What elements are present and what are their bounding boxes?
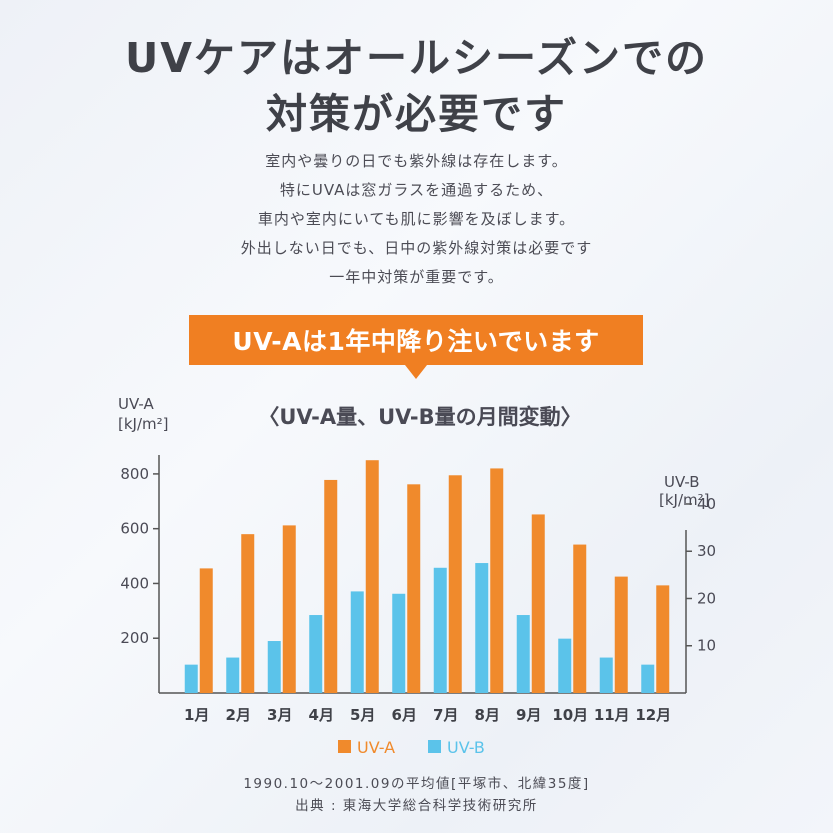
legend-label-uva: UV-A [357, 738, 395, 757]
uvb-bar [433, 567, 447, 693]
x-axis-label: 7月 [433, 706, 458, 724]
legend-swatch-uva [338, 740, 351, 753]
right-axis-unit: [kJ/m²] [659, 491, 710, 509]
uvb-bar [267, 641, 281, 693]
source-credit: 出典 : 東海大学総合科学技術研究所 [295, 798, 538, 814]
left-axis-label: UV-A [118, 395, 154, 413]
description-line: 特にUVAは窓ガラスを通過するため、 [279, 181, 554, 199]
uva-bar [490, 468, 504, 693]
chart-title: 〈UV-A量、UV-B量の月間変動〉 [258, 405, 581, 429]
uvb-bar [516, 615, 530, 693]
uva-bar [614, 576, 628, 693]
right-axis-tick-label: 20 [697, 589, 716, 607]
uvb-bar [641, 664, 655, 693]
uvb-bar [184, 664, 198, 693]
left-axis-tick-label: 400 [120, 574, 149, 592]
page-title-line2: 対策が必要です [266, 90, 567, 138]
uvb-bar [226, 657, 240, 693]
uva-bar [282, 525, 296, 693]
uvb-bar [475, 563, 489, 693]
x-axis-label: 2月 [226, 706, 251, 724]
uva-bar [448, 475, 462, 693]
x-axis-label: 9月 [516, 706, 541, 724]
x-axis-label: 6月 [392, 706, 417, 724]
uvb-bar [309, 615, 323, 693]
x-axis-label: 12月 [635, 706, 671, 724]
x-axis-label: 1月 [184, 706, 209, 724]
description-line: 車内や室内にいても肌に影響を及ぼします。 [257, 210, 576, 228]
uvb-bar [599, 657, 613, 693]
legend-swatch-uvb [428, 740, 441, 753]
banner-text: UV-Aは1年中降り注いでいます [232, 327, 600, 356]
x-axis-label: 11月 [594, 706, 630, 724]
uva-bar [656, 585, 670, 693]
right-axis-tick-label: 30 [697, 542, 716, 560]
description-line: 室内や曇りの日でも紫外線は存在します。 [265, 152, 568, 170]
description-line: 外出しない日でも、日中の紫外線対策は必要です [240, 239, 593, 257]
x-axis-label: 5月 [350, 706, 375, 724]
uva-bar [241, 534, 255, 693]
legend-label-uvb: UV-B [447, 738, 485, 757]
uvb-bar [350, 591, 364, 693]
page-title-line1: UVケアはオールシーズンでの [125, 34, 708, 82]
description-line: 一年中対策が重要です。 [329, 268, 504, 286]
uva-bar [573, 544, 587, 693]
right-axis-tick-label: 40 [697, 495, 716, 513]
uva-bar [531, 514, 545, 693]
left-axis-tick-label: 600 [120, 520, 149, 538]
uva-bar [324, 479, 338, 693]
left-axis-tick-label: 200 [120, 629, 149, 647]
x-axis-label: 4月 [309, 706, 334, 724]
right-axis-label: UV-B [664, 473, 700, 491]
description: 室内や曇りの日でも紫外線は存在します。 特にUVAは窓ガラスを通過するため、 車… [0, 147, 833, 292]
right-axis-tick-label: 10 [697, 637, 716, 655]
x-axis-label: 3月 [267, 706, 292, 724]
uvb-bar [392, 593, 406, 693]
uva-bar [199, 568, 213, 693]
left-axis-tick-label: 800 [120, 465, 149, 483]
left-axis-unit: [kJ/m²] [118, 415, 169, 433]
x-axis-label: 8月 [475, 706, 500, 724]
uvb-bar [558, 638, 572, 693]
x-axis-label: 10月 [552, 706, 588, 724]
uva-bar [407, 484, 421, 693]
uva-banner: UV-Aは1年中降り注いでいます [189, 315, 643, 365]
banner-arrow [405, 365, 427, 379]
uva-bar [365, 460, 379, 693]
source-note: 1990.10～2001.09の平均値[平塚市、北緯35度] [243, 776, 590, 792]
